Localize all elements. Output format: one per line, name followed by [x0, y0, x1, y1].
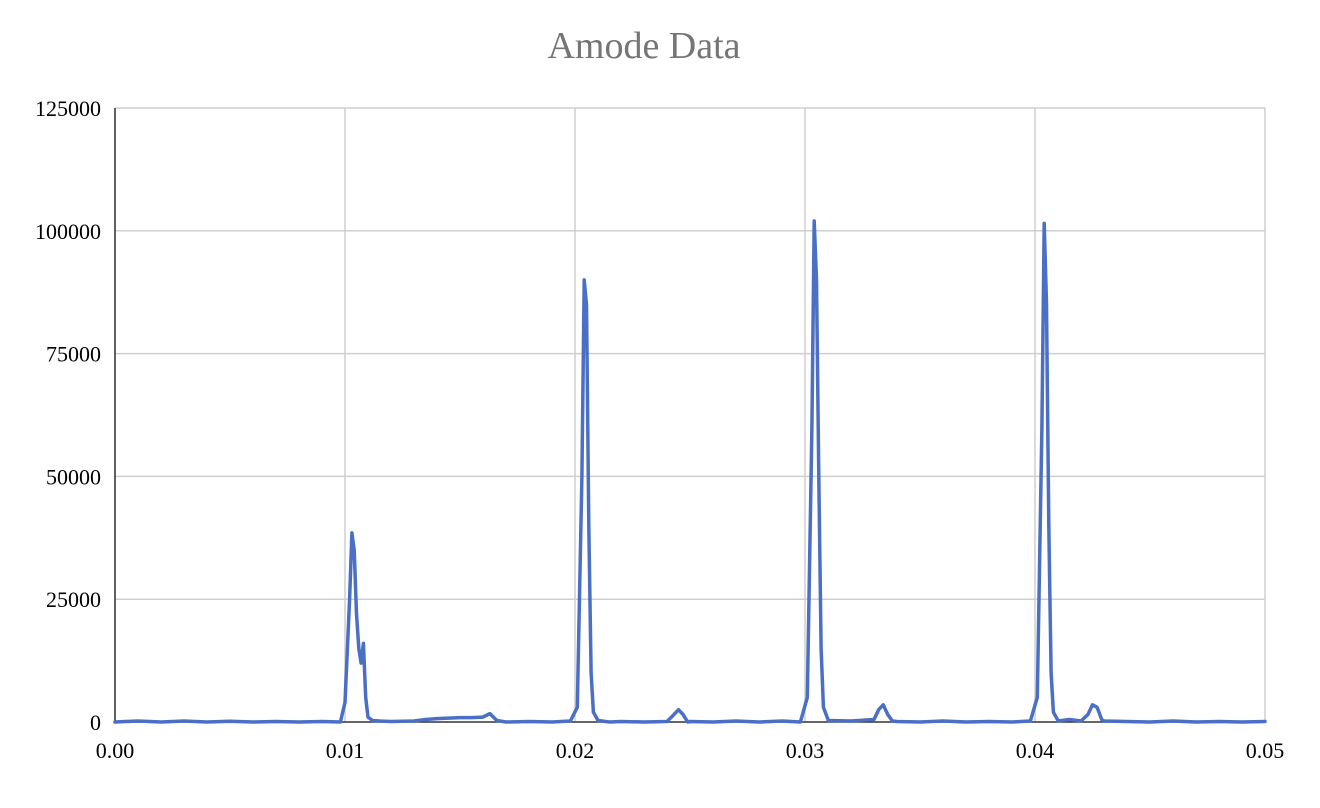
series-line: [113, 219, 1267, 724]
y-tick-label: 100000: [35, 219, 101, 244]
x-tick-label: 0.02: [556, 738, 595, 763]
y-tick-label: 125000: [35, 96, 101, 121]
x-tick-label: 0.01: [326, 738, 365, 763]
y-tick-label: 50000: [46, 464, 101, 489]
x-tick-label: 0.05: [1246, 738, 1285, 763]
x-tick-label: 0.04: [1016, 738, 1055, 763]
y-tick-label: 25000: [46, 587, 101, 612]
y-tick-label: 0: [90, 710, 101, 735]
gridlines: [114, 107, 1266, 722]
axes: [114, 108, 1265, 723]
x-tick-label: 0.03: [786, 738, 825, 763]
y-tick-labels: 0 25000 50000 75000 100000 125000: [35, 96, 101, 735]
x-tick-label: 0.00: [96, 738, 135, 763]
x-tick-labels: 0.00 0.01 0.02 0.03 0.04 0.05: [96, 738, 1285, 763]
series-group: [113, 219, 1267, 724]
y-tick-label: 75000: [46, 342, 101, 367]
chart-title: Amode Data: [547, 25, 740, 67]
